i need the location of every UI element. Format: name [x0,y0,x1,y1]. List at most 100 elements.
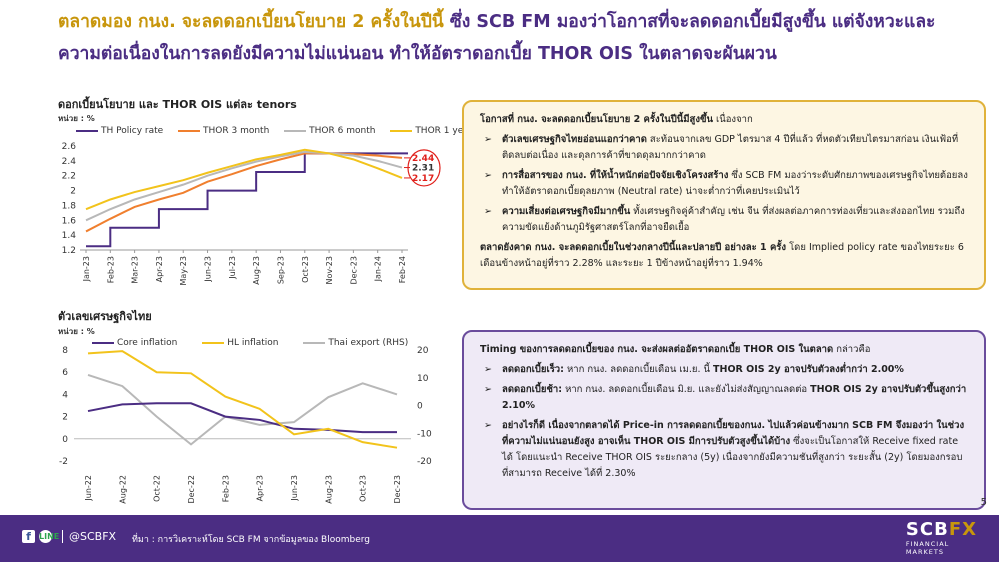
arrow-icon: ➢ [484,364,492,375]
legend-item-hl: HL inflation [202,338,278,348]
x-tick-label: Feb-23 [106,256,115,283]
y-tick-label: 0 [62,435,68,445]
legend-label: TH Policy rate [101,126,164,136]
y-tick-label: 1.4 [62,231,77,241]
x-tick-label: Jun-22 [84,475,93,502]
highlight-ellipse [407,149,441,187]
outlook-box: โอกาสที่ กนง. จะลดดอกเบี้ยนโยบาย 2 ครั้ง… [462,100,986,290]
y2-tick-label: -20 [417,457,432,467]
legend-item-core: Core inflation [92,338,177,348]
arrow-icon: ➢ [484,420,492,431]
legend-swatch [178,129,201,132]
legend-item-thor6m: THOR 6 month [284,126,375,136]
series-line-hl-inflation [87,350,398,449]
bullet-bold: ความเสี่ยงต่อเศรษฐกิจมีมากขึ้น [502,206,631,217]
series-line-thor-3-month [85,152,403,233]
x-tick-label: Sep-23 [276,256,285,284]
chart1-unit: หน่วย : % [58,114,95,123]
x-tick-label: Dec-23 [349,256,358,285]
x-tick-label: Jan-24 [374,256,383,282]
end-label: 2.31 [412,164,434,174]
chart1-legend: TH Policy rate THOR 3 month THOR 6 month… [76,126,484,136]
y-tick-label: 8 [62,346,68,356]
social-handle[interactable]: @SCBFX [62,530,116,543]
y-tick-label: 2 [62,413,68,423]
arrow-icon: ➢ [484,170,492,181]
box1-bullets: ➢ ตัวเลขเศรษฐกิจไทยอ่อนแอกว่าคาด สะท้อนจา… [480,132,968,236]
legend-swatch [76,129,98,132]
box2-bullet: ➢ ลดดอกเบี้ยเร็ว: หาก กนง. ลดดอกเบี้ยเดือ… [484,362,968,378]
series-line-core-inflation [87,402,397,434]
bullet-bold: ลดดอกเบี้ยช้า: [502,384,563,395]
y-tick-label: 2.4 [62,157,77,167]
source-note: ที่มา : การวิเคราะห์โดย SCB FM จากข้อมูล… [132,535,371,545]
x-tick-label: Mar-23 [131,256,140,284]
footer-bar: f LINE @SCBFX ที่มา : การวิเคราะห์โดย SC… [0,515,999,562]
legend-swatch [202,341,225,344]
box2-bullets: ➢ ลดดอกเบี้ยเร็ว: หาก กนง. ลดดอกเบี้ยเดือ… [480,362,968,482]
box1-intro: โอกาสที่ กนง. จะลดดอกเบี้ยนโยบาย 2 ครั้ง… [480,112,968,128]
box1-outro-bold: ตลาดยังคาด กนง. จะลดดอกเบี้ยในช่วงกลางปี… [480,242,787,253]
page-title: ตลาดมอง กนง. จะลดดอกเบี้ยนโยบาย 2 ครั้งใ… [58,6,988,70]
title-line-1a: ตลาดมอง กนง. จะลดดอกเบี้ยนโยบาย 2 ครั้งใ… [58,12,450,32]
x-tick-label: Jan-23 [82,256,91,282]
x-tick-label: Oct-23 [301,256,310,283]
box2-bullet: ➢ อย่างไรก็ดี เนื่องจากตลาดได้ Price-in ก… [484,418,968,482]
legend-item-thor1y: THOR 1 year [390,126,472,136]
bullet-text: ซึ่งจะเป็นโอกาสให้ Receive fixed rate ได… [502,436,963,479]
y-tick-label: 1.8 [62,201,77,211]
box1-bullet: ➢ ความเสี่ยงต่อเศรษฐกิจมีมากขึ้น ทั้งเศรษ… [484,204,968,236]
box1-outro: ตลาดยังคาด กนง. จะลดดอกเบี้ยในช่วงกลางปี… [480,240,968,272]
arrow-icon: ➢ [484,134,492,145]
legend-swatch [284,129,307,132]
legend-swatch [303,341,326,344]
bullet-text: หาก กนง. ลดดอกเบี้ยเดือน เม.ย. นี้ [563,364,714,375]
title-line-2: ความต่อเนื่องในการลดยังมีความไม่แน่นอน ท… [58,44,777,64]
y-tick-label: 1.2 [62,246,76,256]
y-tick-label: 2.2 [62,172,76,182]
x-tick-label: Jun-23 [290,475,299,502]
series-line-thai-export-rhs- [87,374,398,446]
legend-label: HL inflation [227,338,279,348]
x-tick-label: Feb-23 [221,475,230,502]
y2-tick-label: 10 [417,374,429,384]
logo-sub2: MARKETS [905,548,944,556]
box1-intro-bold: โอกาสที่ กนง. จะลดดอกเบี้ยนโยบาย 2 ครั้ง… [480,114,713,125]
bullet-bold: อย่างไรก็ดี เนื่องจากตลาดได้ Price-in กา… [502,420,965,447]
facebook-icon[interactable]: f [22,530,35,543]
x-tick-label: Apr-23 [256,475,265,501]
chart1-title: ดอกเบี้ยนโยบาย และ THOR OIS แต่ละ tenors [58,98,297,111]
series-line-thor-6-month [85,150,403,222]
x-tick-label: Oct-22 [153,475,162,502]
chart2-title: ตัวเลขเศรษฐกิจไทย [58,310,152,323]
x-tick-label: Dec-23 [393,475,402,504]
logo-fx: FX [948,519,977,540]
logo-scb: SCB [905,519,949,540]
bullet-text: สะท้อนจากเลข GDP ไตรมาส 4 ปีที่แล้ว ที่ห… [502,134,959,161]
box2-bullet: ➢ ลดดอกเบี้ยช้า: หาก กนง. ลดดอกเบี้ยเดือน… [484,382,968,414]
y2-tick-label: 0 [417,402,423,412]
x-tick-label: Jun-23 [204,256,213,283]
x-tick-label: Dec-22 [187,475,196,504]
logo-sub1: FINANCIAL [905,540,950,548]
legend-item-thor3m: THOR 3 month [178,126,269,136]
x-tick-label: Aug-22 [118,475,127,504]
bullet-bold: ตัวเลขเศรษฐกิจไทยอ่อนแอกว่าคาด [502,134,647,145]
y2-tick-label: 20 [417,346,429,356]
line-icon[interactable]: LINE [39,530,60,543]
legend-swatch [390,129,413,132]
y-tick-label: 6 [62,368,68,378]
social-links: f LINE @SCBFX [22,530,116,543]
legend-label: THOR 3 month [203,126,270,136]
box1-intro-rest: เนื่องจาก [712,114,753,125]
legend-label: THOR 1 year [415,126,473,136]
arrow-icon: ➢ [484,384,492,395]
end-label: 2.17 [412,174,434,184]
bullet-bold-2: THOR OIS 2y อาจปรับตัวขึ้นสูงกว่า 2.10% [502,384,967,411]
box1-outro-rest: โดย Implied policy rate ของไทยระยะ 6 เดื… [480,242,964,269]
bullet-bold: ลดดอกเบี้ยเร็ว: [502,364,564,375]
box2-intro: Timing ของการลดดอกเบี้ยของ กนง. จะส่งผลต… [480,342,968,358]
bullet-bold: การสื่อสารของ กนง. ที่ให้น้ำหนักต่อปัจจั… [502,170,729,181]
y-tick-label: -2 [59,457,68,467]
arrow-icon: ➢ [484,206,492,217]
